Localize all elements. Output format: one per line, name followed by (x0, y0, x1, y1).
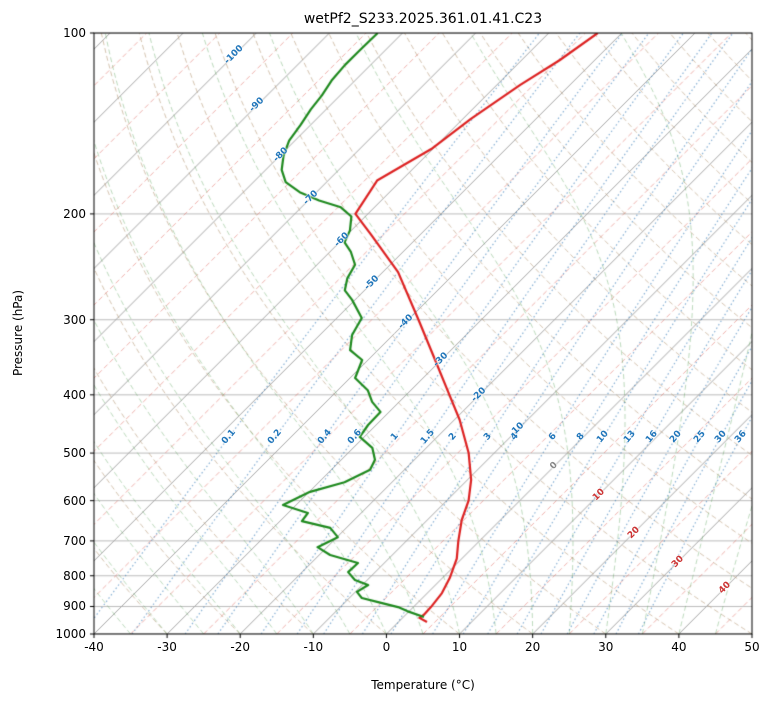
skewt-canvas (0, 0, 775, 708)
skewt-plot: wetPf2_S233.2025.361.01.41.C23 Temperatu… (0, 0, 775, 708)
